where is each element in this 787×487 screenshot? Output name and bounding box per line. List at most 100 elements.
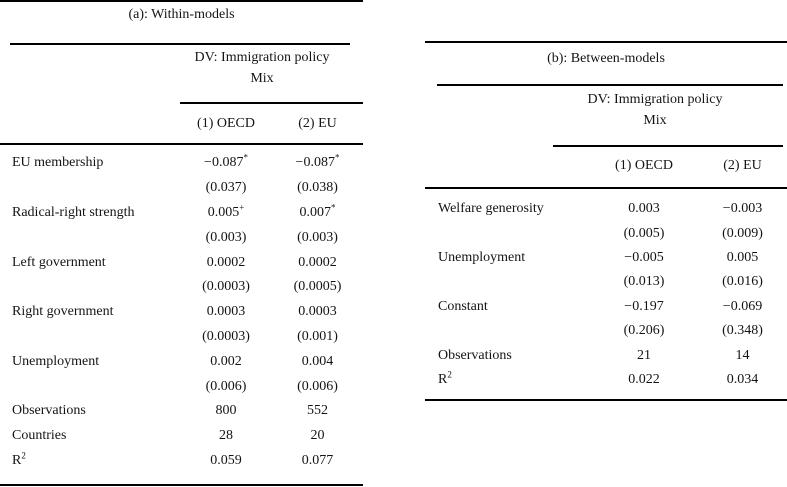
- table-row: Observations 800 552: [0, 399, 363, 424]
- table-body: Welfare generosity 0.003 −0.003 (0.005) (0.…: [425, 197, 787, 392]
- header-rule: [0, 143, 363, 145]
- row-label: Observations: [12, 403, 86, 419]
- column-header-eu: (2) EU: [723, 158, 762, 173]
- cell-value: (0.003): [297, 229, 338, 245]
- row-label: Welfare generosity: [438, 201, 544, 217]
- title-rule: [437, 84, 783, 86]
- cell-value: 0.0002: [206, 254, 246, 270]
- table-row: (0.006) (0.006): [0, 374, 363, 399]
- cell-value: (0.013): [623, 274, 665, 290]
- cell-value: 0.005: [726, 249, 759, 265]
- dv-header: DV: Immigration policy Mix: [161, 47, 363, 89]
- cell-value: −0.005: [624, 249, 664, 265]
- table-row: Radical-right strength 0.005+ 0.007*: [0, 201, 363, 226]
- row-label: Observations: [438, 347, 512, 363]
- row-label: R2: [438, 369, 452, 387]
- cell-value: (0.0003): [202, 279, 250, 295]
- cell-value: 14: [735, 347, 750, 363]
- row-label: Radical-right strength: [12, 204, 135, 220]
- table-row: (0.037) (0.038): [0, 176, 363, 201]
- cell-value: −0.197: [624, 298, 664, 314]
- cell-value: −0.087*: [295, 152, 340, 171]
- row-label: Countries: [12, 428, 67, 444]
- cell-value: 0.007*: [299, 202, 336, 220]
- cell-value: −0.069: [722, 298, 763, 314]
- cell-value: 0.0003: [206, 304, 246, 320]
- cell-value: (0.003): [205, 229, 247, 245]
- column-header-oecd: (1) OECD: [197, 116, 255, 131]
- table-row: Countries 28 20: [0, 424, 363, 449]
- column-header-row: (1) OECD (2) EU: [425, 152, 787, 180]
- cell-value: (0.0005): [293, 279, 342, 295]
- row-label: Unemployment: [12, 353, 100, 369]
- cell-value: (0.006): [205, 378, 247, 394]
- cell-value: (0.006): [297, 378, 338, 394]
- dv-cmidrule: [180, 102, 363, 104]
- column-header-eu: (2) EU: [298, 116, 337, 131]
- top-rule: [425, 41, 787, 43]
- dv-header-line2: Mix: [250, 71, 274, 86]
- dv-header-line2: Mix: [643, 113, 667, 128]
- cell-value: 28: [219, 428, 233, 444]
- cell-value: (0.009): [722, 225, 763, 241]
- cell-value: 20: [310, 428, 325, 444]
- table-row: Observations 21 14: [425, 343, 787, 367]
- cell-value: (0.016): [722, 274, 763, 290]
- cell-value: (0.001): [297, 328, 338, 344]
- table-row: Right government 0.0003 0.0003: [0, 300, 363, 325]
- cell-value: 0.0003: [298, 304, 337, 320]
- dv-header-line1: DV: Immigration policy: [194, 50, 330, 65]
- dv-header-line1: DV: Immigration policy: [587, 92, 723, 107]
- cell-value: 0.004: [301, 353, 334, 369]
- cell-value: (0.206): [623, 323, 665, 339]
- header-rule: [425, 187, 787, 189]
- cell-value: 0.059: [210, 452, 242, 468]
- cell-value: (0.037): [205, 180, 247, 196]
- table-row: (0.0003) (0.0005): [0, 275, 363, 300]
- row-label: Constant: [438, 298, 488, 314]
- cell-value: 552: [307, 403, 328, 419]
- cell-value: (0.348): [722, 323, 763, 339]
- table-row: (0.003) (0.003): [0, 225, 363, 250]
- table-row: Unemployment −0.005 0.005: [425, 246, 787, 270]
- row-label: Unemployment: [438, 249, 526, 265]
- cell-value: 0.077: [301, 452, 334, 468]
- table-row: (0.005) (0.009): [425, 221, 787, 245]
- table-row: (0.206) (0.348): [425, 319, 787, 343]
- panel-title: (b): Between-models: [547, 51, 665, 66]
- table-row: EU membership −0.087* −0.087*: [0, 151, 363, 176]
- row-label: Right government: [12, 304, 114, 320]
- cell-value: (0.0003): [202, 328, 250, 344]
- table-row: Unemployment 0.002 0.004: [0, 349, 363, 374]
- table-row: R2 0.022 0.034: [425, 368, 787, 392]
- table-row: R2 0.059 0.077: [0, 449, 363, 474]
- row-label: EU membership: [12, 155, 104, 171]
- cell-value: (0.005): [623, 225, 665, 241]
- dv-cmidrule: [553, 145, 783, 147]
- cell-value: 21: [637, 347, 651, 363]
- table-body: EU membership −0.087* −0.087* (0.037) (0.03…: [0, 151, 363, 473]
- column-header-oecd: (1) OECD: [615, 158, 673, 173]
- cell-value: 800: [215, 403, 237, 419]
- cell-value: (0.038): [297, 180, 338, 196]
- panel-title: (a): Within-models: [128, 7, 235, 22]
- cell-value: 0.034: [726, 371, 759, 387]
- cell-value: 0.0002: [298, 254, 337, 270]
- top-rule: [0, 0, 363, 2]
- cell-value: 0.022: [628, 371, 660, 387]
- cell-value: 0.005+: [207, 202, 245, 220]
- column-header-row: (1) OECD (2) EU: [0, 110, 363, 138]
- row-label: Left government: [12, 254, 106, 270]
- cell-value: −0.003: [722, 201, 763, 217]
- bottom-rule: [425, 399, 787, 401]
- table-row: (0.013) (0.016): [425, 270, 787, 294]
- cell-value: −0.087*: [204, 152, 248, 171]
- bottom-rule: [0, 484, 363, 486]
- panel-between-models: (b): Between-models DV: Immigration poli…: [425, 0, 787, 487]
- table-row: Left government 0.0002 0.0002: [0, 250, 363, 275]
- table-row: Welfare generosity 0.003 −0.003: [425, 197, 787, 221]
- table-row: Constant −0.197 −0.069: [425, 295, 787, 319]
- title-rule: [10, 43, 350, 45]
- cell-value: 0.002: [210, 353, 242, 369]
- dv-header: DV: Immigration policy Mix: [530, 89, 780, 131]
